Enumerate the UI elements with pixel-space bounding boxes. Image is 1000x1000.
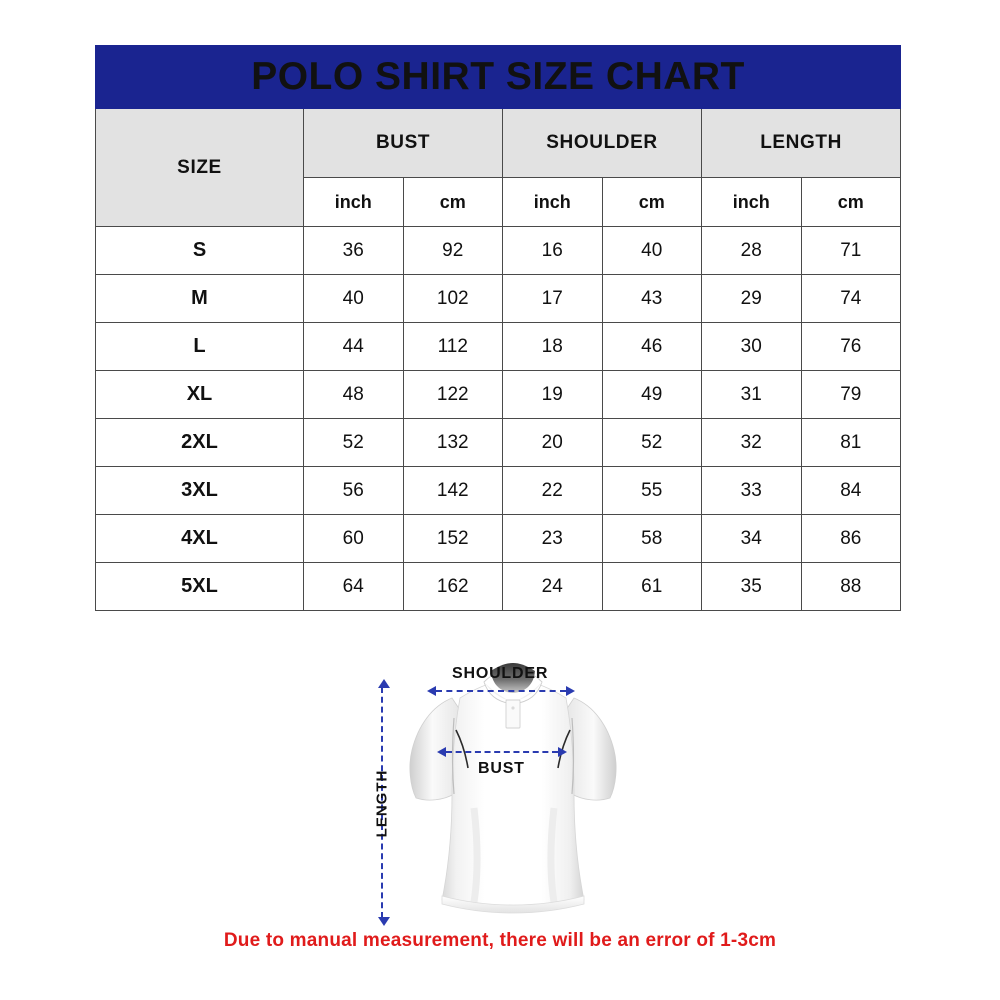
measurement-cell-shoulder-cm: 55	[601, 466, 702, 515]
measurement-cell-shoulder-cm: 40	[601, 226, 702, 275]
page-title: POLO SHIRT SIZE CHART	[94, 45, 902, 109]
measurement-cell-shoulder-cm: 58	[601, 514, 702, 563]
size-cell: S	[95, 226, 304, 275]
unit-shoulder-cm: cm	[601, 177, 702, 227]
measurement-cell-shoulder-inch: 18	[502, 322, 603, 371]
size-chart-table: POLO SHIRT SIZE CHART SIZE BUST SHOULDER…	[94, 45, 902, 611]
measurement-cell-bust-inch: 52	[303, 418, 404, 467]
measurement-cell-bust-cm: 162	[402, 562, 503, 611]
size-cell: 5XL	[95, 562, 304, 611]
measurement-cell-length-inch: 31	[701, 370, 802, 419]
right-armhole-seam	[571, 717, 575, 795]
table-row: 2XL 52 132 20 52 32 81	[95, 418, 902, 467]
body-fold-left	[470, 807, 481, 903]
measurement-cell-shoulder-inch: 22	[502, 466, 603, 515]
size-cell: 3XL	[95, 466, 304, 515]
measurement-cell-bust-cm: 102	[402, 274, 503, 323]
measurement-cell-length-inch: 29	[701, 274, 802, 323]
table-row: 5XL 64 162 24 61 35 88	[95, 562, 902, 611]
bust-measure-label: BUST	[478, 760, 525, 777]
measurement-cell-length-cm: 79	[800, 370, 902, 419]
measurement-cell-bust-inch: 64	[303, 562, 404, 611]
chart-title-row: POLO SHIRT SIZE CHART	[94, 45, 902, 109]
group-header-row: SIZE BUST SHOULDER LENGTH	[95, 108, 902, 227]
measurement-cell-length-cm: 88	[800, 562, 902, 611]
measurement-cell-length-inch: 30	[701, 322, 802, 371]
placket	[505, 699, 521, 729]
collar-inner	[491, 663, 535, 693]
size-cell: 2XL	[95, 418, 304, 467]
body-fold-right	[547, 807, 558, 903]
measurement-disclaimer: Due to manual measurement, there will be…	[223, 930, 777, 951]
unit-bust-cm: cm	[402, 177, 503, 227]
measurement-cell-shoulder-inch: 17	[502, 274, 603, 323]
measurement-cell-bust-cm: 112	[402, 322, 503, 371]
measurement-cell-shoulder-cm: 61	[601, 562, 702, 611]
measurement-cell-length-inch: 35	[701, 562, 802, 611]
measurement-cell-length-cm: 81	[800, 418, 902, 467]
measurement-cell-shoulder-inch: 19	[502, 370, 603, 419]
measurement-cell-bust-cm: 92	[402, 226, 503, 275]
measurement-cell-bust-cm: 152	[402, 514, 503, 563]
measurement-cell-length-cm: 71	[800, 226, 902, 275]
bust-measure-arrow	[437, 747, 567, 757]
unit-bust-inch: inch	[303, 177, 404, 227]
measurement-cell-length-inch: 33	[701, 466, 802, 515]
measurement-cell-length-inch: 32	[701, 418, 802, 467]
measurement-cell-length-cm: 74	[800, 274, 902, 323]
measurement-cell-shoulder-cm: 49	[601, 370, 702, 419]
measurement-cell-bust-inch: 40	[303, 274, 404, 323]
shoulder-measure-label: SHOULDER	[452, 665, 549, 682]
measurement-cell-shoulder-cm: 52	[601, 418, 702, 467]
table-row: M 40 102 17 43 29 74	[95, 274, 902, 323]
length-measure-arrow	[378, 679, 390, 926]
size-cell: 4XL	[95, 514, 304, 563]
table-row: XL 48 122 19 49 31 79	[95, 370, 902, 419]
measurement-cell-bust-cm: 142	[402, 466, 503, 515]
measurement-cell-bust-inch: 60	[303, 514, 404, 563]
unit-header-row: inch cm inch cm inch cm	[96, 177, 902, 227]
length-measure-label: LENGTH	[373, 769, 391, 838]
measurement-cell-length-cm: 84	[800, 466, 902, 515]
measurement-cell-shoulder-inch: 16	[502, 226, 603, 275]
size-cell: L	[95, 322, 304, 371]
table-row: 3XL 56 142 22 55 33 84	[95, 466, 902, 515]
column-header-bust: BUST	[303, 108, 503, 178]
size-cell: XL	[95, 370, 304, 419]
measurement-cell-length-cm: 76	[800, 322, 902, 371]
measurement-cell-bust-inch: 48	[303, 370, 404, 419]
measurement-cell-length-cm: 86	[800, 514, 902, 563]
column-header-shoulder: SHOULDER	[502, 108, 702, 178]
polo-shirt-illustration	[409, 663, 617, 914]
measurement-cell-shoulder-inch: 20	[502, 418, 603, 467]
measurement-cell-length-inch: 28	[701, 226, 802, 275]
table-row: L 44 112 18 46 30 76	[95, 322, 902, 371]
shirt-hem	[441, 895, 585, 914]
placket-button	[511, 706, 515, 710]
measurement-cell-shoulder-cm: 46	[601, 322, 702, 371]
measurement-cell-length-inch: 34	[701, 514, 802, 563]
shirt-measurement-diagram: LENGTH SHOULDER BUST	[0, 620, 1000, 940]
measurement-cell-bust-inch: 36	[303, 226, 404, 275]
shoulder-measure-arrow	[427, 686, 575, 696]
measurement-cell-shoulder-inch: 23	[502, 514, 603, 563]
measurement-cell-bust-inch: 44	[303, 322, 404, 371]
measurement-cell-bust-inch: 56	[303, 466, 404, 515]
measurement-cell-shoulder-inch: 24	[502, 562, 603, 611]
measurement-cell-bust-cm: 132	[402, 418, 503, 467]
column-header-size: SIZE	[95, 108, 304, 227]
unit-length-cm: cm	[800, 177, 902, 227]
column-header-length: LENGTH	[700, 108, 902, 178]
unit-shoulder-inch: inch	[502, 177, 603, 227]
size-cell: M	[95, 274, 304, 323]
left-armhole-seam	[451, 717, 455, 795]
table-row: S 36 92 16 40 28 71	[95, 226, 902, 275]
unit-length-inch: inch	[701, 177, 802, 227]
table-row: 4XL 60 152 23 58 34 86	[95, 514, 902, 563]
measurement-cell-shoulder-cm: 43	[601, 274, 702, 323]
measurement-cell-bust-cm: 122	[402, 370, 503, 419]
left-underarm-crease	[455, 729, 469, 769]
